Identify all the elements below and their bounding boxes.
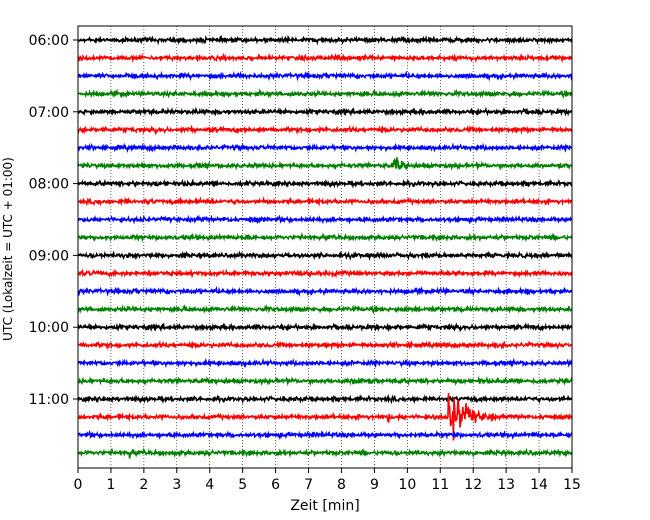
x-tick-label: 7 [304, 477, 313, 493]
y-axis-ticks: 06:00 07:00 08:00 09:00 10:00 11:00 [29, 33, 78, 408]
plot-frame [77, 25, 573, 469]
trace-0745 [78, 157, 572, 171]
trace-0900 [78, 250, 572, 262]
x-tick-label: 14 [530, 477, 548, 493]
trace-1000 [78, 322, 572, 333]
x-tick-label: 4 [205, 477, 214, 493]
trace-0830 [78, 214, 572, 225]
x-tick-label: 6 [271, 477, 280, 493]
y-tick-label: 08:00 [29, 177, 69, 193]
trace-0715 [78, 124, 572, 136]
x-axis-label: Zeit [min] [290, 498, 359, 514]
trace-1030 [78, 357, 572, 369]
trace-0915 [78, 268, 572, 279]
x-tick-label: 8 [337, 477, 346, 493]
trace-lines [78, 34, 572, 459]
trace-0730 [78, 142, 572, 154]
y-tick-label: 10:00 [29, 320, 69, 336]
trace-0930 [78, 285, 572, 297]
x-tick-label: 12 [464, 477, 482, 493]
x-tick-label: 9 [370, 477, 379, 493]
x-tick-label: 5 [238, 477, 247, 493]
trace-1115 [78, 393, 572, 441]
trace-0945 [78, 304, 572, 315]
trace-0645 [78, 88, 572, 100]
trace-0815 [78, 196, 572, 207]
y-tick-label: 11:00 [29, 392, 69, 408]
y-tick-label: 06:00 [29, 33, 69, 49]
y-tick-label: 07:00 [29, 105, 69, 121]
x-tick-label: 0 [74, 477, 83, 493]
x-axis-ticks: 0 1 2 3 4 5 6 7 8 9 10 11 12 13 14 15 [74, 468, 581, 493]
x-tick-label: 10 [398, 477, 416, 493]
x-tick-label: 11 [431, 477, 449, 493]
trace-0600 [78, 34, 572, 46]
y-axis-label: UTC (Lokalzeit = UTC + 01:00) [1, 157, 15, 341]
x-tick-label: 13 [497, 477, 515, 493]
trace-1100 [78, 393, 572, 405]
trace-1130 [78, 429, 572, 441]
trace-1145 [78, 446, 572, 459]
x-tick-label: 15 [563, 477, 581, 493]
trace-0845 [78, 231, 572, 243]
y-tick-label: 09:00 [29, 248, 69, 264]
trace-0630 [78, 70, 572, 82]
x-tick-label: 2 [139, 477, 148, 493]
trace-1015 [78, 340, 572, 351]
trace-0700 [78, 106, 572, 117]
x-tick-label: 1 [106, 477, 115, 493]
trace-0615 [78, 52, 572, 64]
x-tick-label: 3 [172, 477, 181, 493]
trace-0800 [78, 178, 572, 189]
trace-1045 [78, 375, 572, 387]
